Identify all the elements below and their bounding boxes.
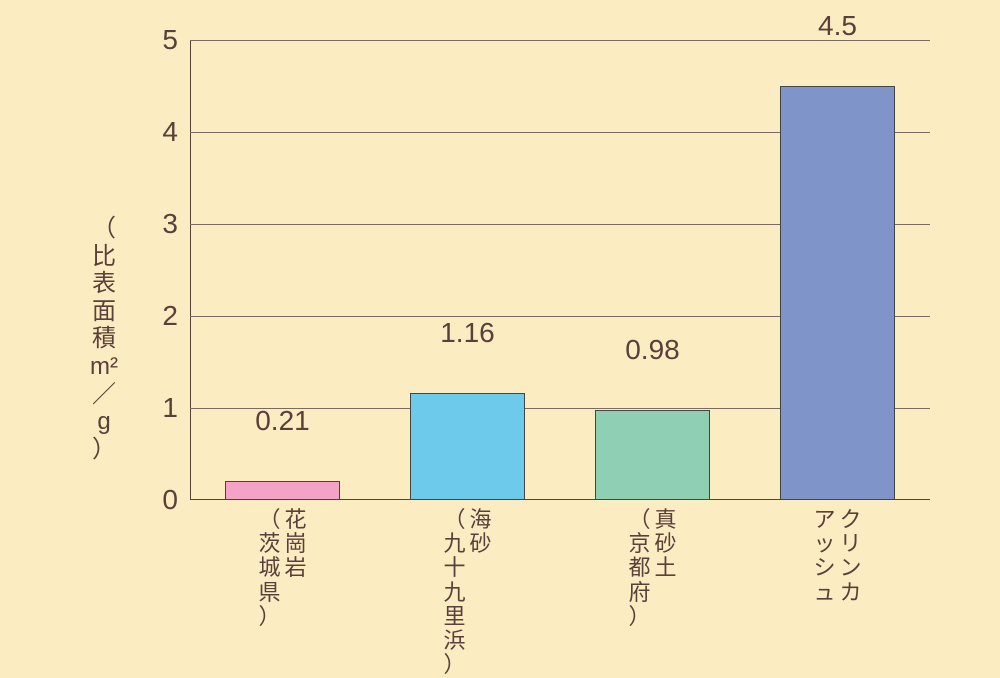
ytick-label: 4 [162,116,190,148]
bar [410,393,525,500]
bar-value-label: 0.98 [595,334,710,372]
x-category-label: 花崗岩（茨城県） [225,500,340,629]
ytick-label: 2 [162,300,190,332]
x-category-label: クリンカアッシュ [780,500,895,605]
bar-value-label: 1.16 [410,317,525,355]
x-category-label: 海砂（九十九里浜） [410,500,525,677]
bar [780,86,895,500]
bar-value-label: 0.21 [225,405,340,443]
bar [225,481,340,500]
ytick-label: 3 [162,208,190,240]
plot-area: 0123450.21花崗岩（茨城県）1.16海砂（九十九里浜）0.98真砂土（京… [190,40,930,500]
bar-value-label: 4.5 [780,10,895,48]
bar [595,410,710,500]
bar-chart: （比表面積m²／g） 0123450.21花崗岩（茨城県）1.16海砂（九十九里… [0,0,1000,678]
y-axis-label: （比表面積m²／g） [90,215,118,463]
ytick-label: 5 [162,24,190,56]
y-axis-line [190,40,191,500]
ytick-label: 1 [162,392,190,424]
x-category-label: 真砂土（京都府） [595,500,710,629]
ytick-label: 0 [162,484,190,516]
